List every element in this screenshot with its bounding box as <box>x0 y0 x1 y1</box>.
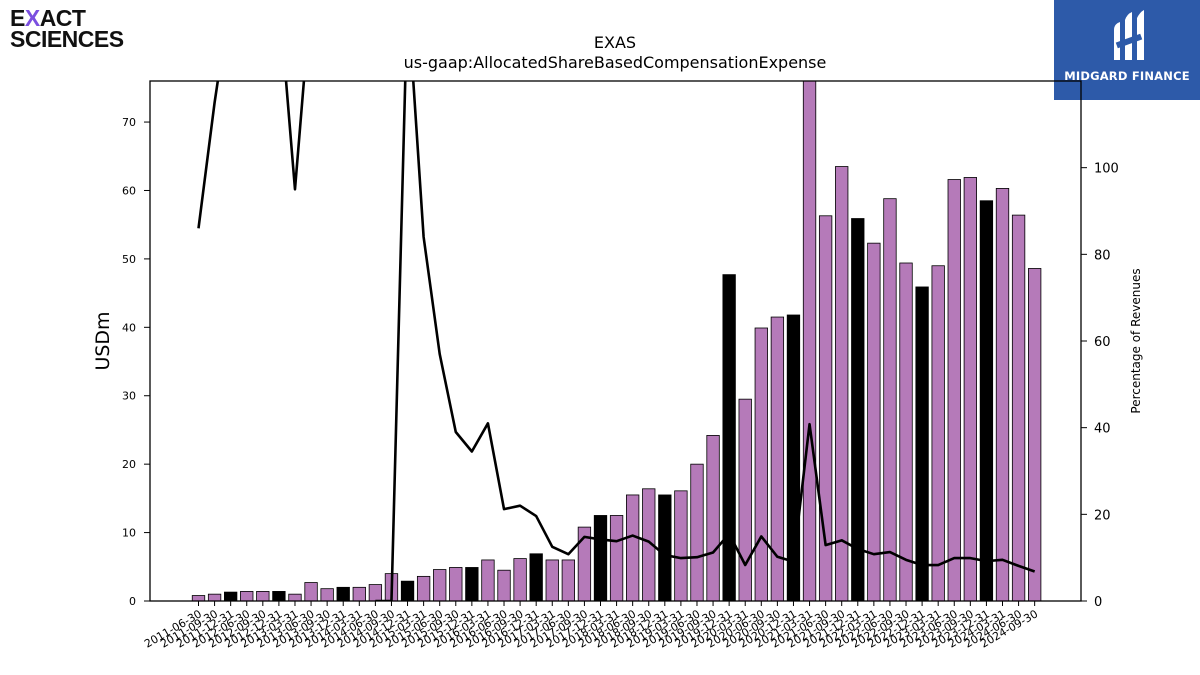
bar-2024-06-30 <box>1011 214 1026 601</box>
logo-letters-act: ACT <box>39 5 86 31</box>
midgard-logo-text: MIDGARD FINANCE <box>1064 69 1190 83</box>
y2-tick-label: 40 <box>1094 422 1111 437</box>
bar-2016-12-31 <box>529 553 543 601</box>
bar-2015-03-31 <box>416 575 431 601</box>
bar-2021-12-31 <box>851 218 865 601</box>
bar-2019-09-30 <box>706 435 720 601</box>
y-axis-label: USDm <box>92 311 114 370</box>
bar-2011-12-31 <box>224 591 238 601</box>
chart-title: EXAS <box>594 33 636 52</box>
bar-2011-09-30 <box>207 593 222 601</box>
y-tick-label: 40 <box>122 321 136 334</box>
bar-2011-06-30 <box>191 595 206 601</box>
bar-2023-06-30 <box>947 179 961 601</box>
y2-tick-label: 80 <box>1094 248 1111 263</box>
midgard-emblem-icon <box>1114 10 1144 60</box>
y-tick-label: 20 <box>122 458 136 471</box>
y2-tick-label: 60 <box>1094 335 1111 350</box>
bar-2018-06-30 <box>626 494 640 601</box>
bar-2016-09-30 <box>513 558 527 601</box>
y-tick-label: 50 <box>122 253 136 266</box>
logo-letter-e: E <box>10 5 25 31</box>
bar-2013-03-31 <box>288 593 302 601</box>
bar-2019-12-31 <box>722 274 736 601</box>
y-tick-label: 10 <box>122 527 136 540</box>
bar-2020-03-31 <box>738 398 752 601</box>
bar-2018-03-31 <box>609 515 624 601</box>
logo-line-1: EXACT <box>10 5 124 31</box>
percentage-line <box>197 81 1036 601</box>
y2-tick-label: 0 <box>1094 595 1102 610</box>
y2-tick-label: 20 <box>1094 508 1111 523</box>
bar-2015-06-30 <box>433 569 447 601</box>
bar-2015-09-30 <box>449 567 463 601</box>
bar-2017-03-31 <box>545 559 559 601</box>
y2-axis-label: Percentage of Revenues <box>1129 268 1143 413</box>
bar-2013-06-30 <box>304 582 318 601</box>
bar-2016-06-30 <box>497 569 511 601</box>
bar-2021-03-31 <box>802 81 817 601</box>
bar-2014-03-31 <box>352 586 366 601</box>
bar-2019-03-31 <box>674 490 688 601</box>
bar-2016-03-31 <box>481 559 495 601</box>
bar-2019-06-30 <box>690 463 704 601</box>
bar-2012-06-30 <box>240 591 254 601</box>
bar-2022-09-30 <box>899 262 913 601</box>
bar-2024-09-30 <box>1028 268 1042 601</box>
logo-line-2: SCIENCES <box>10 26 124 52</box>
bar-2013-09-30 <box>320 588 334 601</box>
bar-2017-12-31 <box>593 515 608 601</box>
logo-letter-x: X <box>24 5 40 31</box>
midgard-finance-logo: MIDGARD FINANCE <box>1054 0 1200 100</box>
bar-2023-09-30 <box>963 177 977 601</box>
bar-2012-09-30 <box>256 591 270 601</box>
y2-tick-label: 100 <box>1094 162 1119 177</box>
y-tick-label: 60 <box>122 184 136 197</box>
bar-2012-12-31 <box>272 591 286 601</box>
y-tick-label: 30 <box>122 390 136 403</box>
bar-2022-03-31 <box>867 242 881 601</box>
bar-2022-06-30 <box>883 198 897 601</box>
bar-2015-12-31 <box>465 567 479 601</box>
bar-2020-06-30 <box>754 327 768 601</box>
bar-2013-12-31 <box>336 586 350 601</box>
y-tick-label: 0 <box>129 595 136 608</box>
chart-subtitle: us-gaap:AllocatedShareBasedCompensationE… <box>404 53 827 72</box>
bar-2023-12-31 <box>979 200 994 601</box>
bar-2018-09-30 <box>642 488 656 601</box>
bar-2020-09-30 <box>770 316 785 601</box>
bar-2023-03-31 <box>931 265 945 601</box>
bar-2018-12-31 <box>658 494 672 601</box>
exact-sciences-logo: EXACT SCIENCES <box>10 5 124 52</box>
bar-2021-09-30 <box>835 166 849 601</box>
bar-2014-06-30 <box>368 584 383 601</box>
bar-2017-06-30 <box>561 559 575 601</box>
y-tick-label: 70 <box>122 116 136 129</box>
bar-2022-12-31 <box>915 286 929 601</box>
plot-area <box>191 81 1042 601</box>
bar-2024-03-31 <box>995 188 1010 601</box>
bar-2014-12-31 <box>400 580 415 601</box>
